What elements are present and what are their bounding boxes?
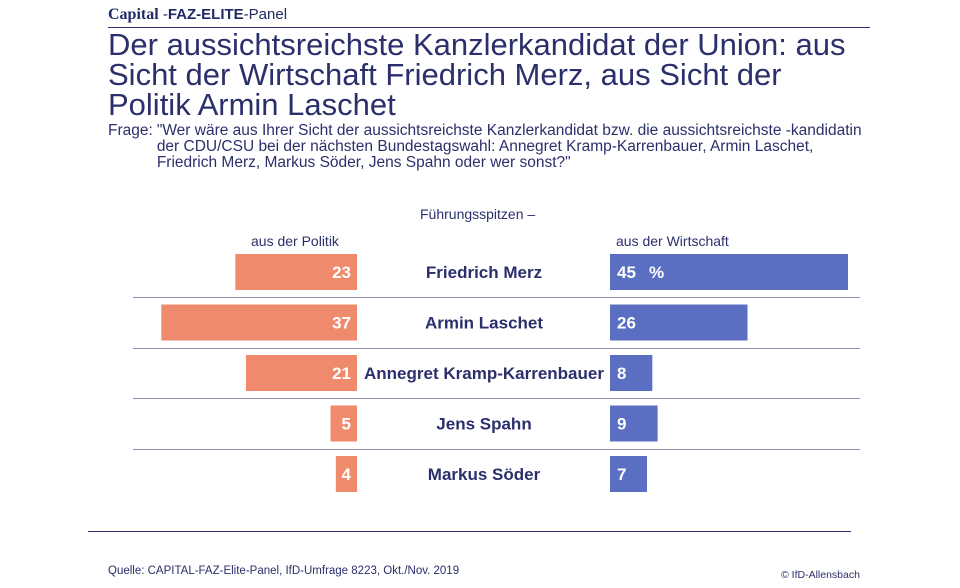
category-label: Annegret Kramp-Karrenbauer — [364, 364, 604, 383]
brand-line: Capital -FAZ-ELITE-Panel — [108, 6, 287, 24]
category-label: Friedrich Merz — [426, 263, 542, 282]
bar-wirtschaft — [610, 355, 653, 391]
brand-faz-elite: FAZ-ELITE — [167, 6, 244, 23]
bar-wirtschaft — [610, 254, 848, 290]
value-label-politik: 5 — [342, 415, 351, 434]
bottom-rule — [88, 531, 851, 532]
category-label: Jens Spahn — [436, 415, 531, 434]
brand-separator-2: -Panel — [243, 6, 288, 23]
value-label-wirtschaft: 45 — [617, 263, 636, 282]
bar-wirtschaft — [610, 456, 648, 492]
bar-wirtschaft — [610, 405, 658, 442]
value-label-politik: 23 — [332, 263, 351, 282]
value-label-politik: 4 — [342, 465, 352, 484]
bar-politik — [330, 405, 357, 442]
question: Frage: "Wer wäre aus Ihrer Sicht der aus… — [108, 123, 868, 171]
bar-politik — [235, 254, 357, 290]
chart-title: Der aussichtsreichste Kanzlerkandidat de… — [108, 27, 846, 122]
brand-separator-1: - — [158, 6, 168, 23]
question-label: Frage: — [108, 122, 153, 139]
category-label: Armin Laschet — [425, 314, 543, 333]
bar-politik — [335, 456, 357, 492]
value-label-wirtschaft: 8 — [617, 364, 626, 383]
value-label-wirtschaft: 7 — [617, 465, 626, 484]
chart-subtitle: Führungsspitzen – — [420, 206, 536, 222]
category-label: Markus Söder — [428, 465, 541, 484]
source-note: Quelle: CAPITAL-FAZ-Elite-Panel, IfD-Umf… — [108, 565, 460, 577]
copyright: © IfD-Allensbach — [781, 569, 860, 581]
value-label-wirtschaft: 26 — [617, 314, 636, 333]
top-rule — [108, 27, 870, 28]
unit-label: % — [649, 263, 664, 282]
value-label-politik: 21 — [332, 364, 351, 383]
value-label-wirtschaft: 9 — [617, 415, 626, 434]
legend-politik: aus der Politik — [251, 233, 339, 249]
legend-wirtschaft: aus der Wirtschaft — [616, 233, 729, 249]
brand-capital: Capital — [108, 6, 159, 23]
question-text: "Wer wäre aus Ihrer Sicht der aussichtsr… — [156, 122, 862, 171]
bar-politik — [245, 355, 357, 391]
bar-politik — [161, 304, 357, 341]
bar-wirtschaft — [610, 304, 748, 341]
value-label-politik: 37 — [332, 314, 351, 333]
